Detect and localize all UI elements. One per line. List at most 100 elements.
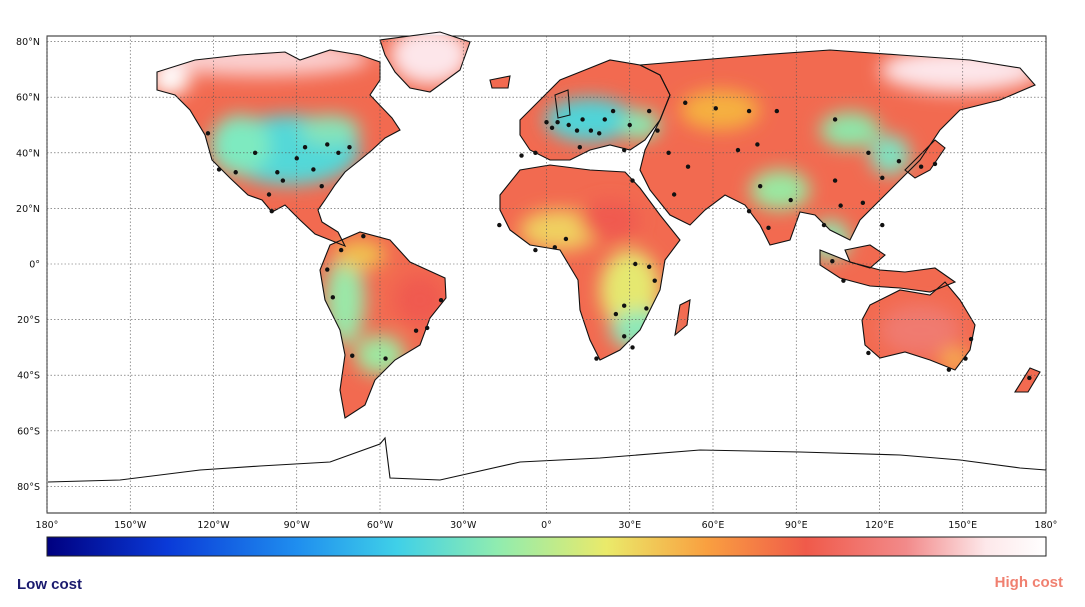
city-marker (424, 325, 430, 331)
high-cost-label: High cost (994, 574, 1063, 591)
low-cost-label: Low cost (17, 576, 83, 593)
city-marker (549, 125, 555, 130)
city-marker (630, 345, 635, 350)
city-marker (566, 122, 571, 128)
city-marker (350, 353, 355, 358)
city-marker (338, 247, 344, 253)
lat-tick-label: 80°N (16, 37, 40, 48)
city-marker (610, 108, 616, 114)
city-marker (627, 122, 632, 128)
city-marker (533, 150, 538, 155)
city-marker (746, 108, 752, 114)
city-marker (555, 120, 560, 125)
city-marker (838, 203, 843, 208)
lon-tick-label: 150°W (114, 520, 147, 531)
lat-tick-label: 40°S (17, 371, 40, 382)
city-marker (577, 145, 582, 150)
city-marker (622, 147, 627, 153)
city-marker (713, 106, 718, 111)
city-marker (311, 167, 316, 172)
city-marker (325, 142, 330, 147)
city-marker (613, 311, 619, 317)
city-marker (266, 192, 272, 197)
city-marker (633, 261, 638, 267)
lon-tick-label: 0° (541, 520, 552, 531)
city-marker (644, 306, 649, 311)
city-marker (205, 131, 211, 136)
lon-tick-label: 60°E (702, 520, 725, 531)
city-marker (866, 150, 871, 155)
city-marker (544, 120, 549, 125)
lat-tick-label: 60°S (17, 426, 40, 437)
city-marker (866, 350, 871, 356)
city-marker (832, 178, 838, 183)
city-marker (325, 267, 330, 272)
lon-tick-label: 90°E (785, 520, 808, 531)
city-marker (622, 334, 627, 339)
city-marker (336, 150, 341, 155)
city-marker (655, 128, 660, 133)
lon-tick-label: 120°W (197, 520, 230, 531)
city-marker (766, 225, 771, 231)
lon-tick-label: 180° (1035, 520, 1058, 531)
lat-tick-label: 40°N (16, 148, 40, 159)
lon-tick-label: 30°W (450, 520, 477, 531)
city-marker (652, 278, 657, 283)
city-marker (438, 297, 444, 303)
city-marker (294, 156, 299, 161)
city-marker (588, 128, 594, 133)
city-marker (602, 117, 607, 122)
coastlines (47, 31, 1047, 483)
city-marker (302, 145, 308, 150)
city-marker (413, 328, 419, 333)
city-marker (646, 108, 652, 114)
colorbar (46, 536, 1047, 557)
city-marker (821, 222, 827, 228)
lon-tick-label: 90°W (284, 520, 311, 531)
lat-tick-label: 80°S (17, 482, 40, 493)
city-marker (622, 303, 627, 308)
city-marker (347, 145, 352, 150)
city-marker (233, 170, 238, 175)
city-marker (580, 117, 585, 122)
city-markers (205, 100, 1032, 381)
city-marker (774, 108, 780, 114)
city-marker (860, 200, 866, 206)
city-marker (563, 236, 569, 242)
city-marker (735, 147, 741, 153)
city-marker (646, 264, 652, 269)
graticule (46, 36, 1047, 513)
city-marker (755, 142, 760, 147)
city-marker (788, 197, 793, 203)
city-marker (671, 192, 677, 197)
city-marker (757, 183, 763, 189)
city-marker (946, 367, 952, 372)
lon-tick-label: 180° (36, 520, 59, 531)
city-marker (574, 128, 580, 133)
city-marker (896, 158, 902, 164)
lon-tick-label: 30°E (618, 520, 641, 531)
lat-tick-label: 60°N (16, 93, 40, 104)
city-marker (519, 153, 524, 158)
lat-tick-label: 20°S (17, 315, 40, 326)
city-marker (361, 234, 366, 239)
city-marker (880, 175, 885, 181)
city-marker (1027, 375, 1032, 381)
city-marker (968, 336, 974, 342)
city-marker (383, 356, 388, 361)
city-marker (597, 131, 602, 136)
city-marker (832, 117, 838, 122)
city-marker (330, 295, 336, 300)
city-marker (963, 356, 968, 361)
city-marker (497, 222, 502, 228)
city-marker (269, 208, 274, 214)
lon-tick-label: 150°E (948, 520, 977, 531)
lat-tick-label: 20°N (16, 204, 40, 215)
city-marker (683, 100, 688, 105)
city-marker (880, 222, 885, 228)
lat-tick-label: 0° (29, 260, 40, 271)
city-marker (932, 161, 938, 167)
city-marker (252, 150, 258, 155)
city-marker (666, 150, 671, 155)
